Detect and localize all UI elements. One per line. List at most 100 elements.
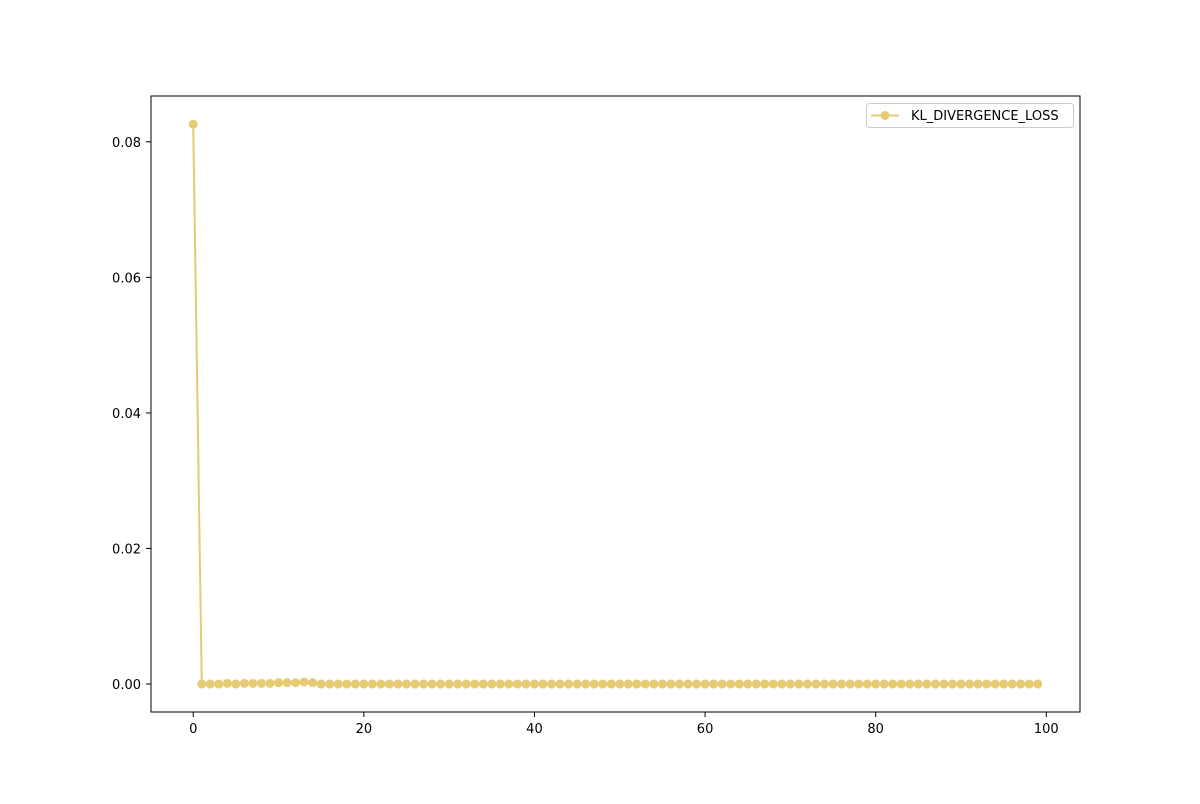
data-point: [547, 679, 557, 689]
data-point: [777, 679, 787, 689]
data-point: [436, 679, 446, 689]
data-point: [453, 679, 463, 689]
data-point: [743, 679, 753, 689]
data-point: [393, 679, 403, 689]
data-point: [837, 679, 847, 689]
data-point: [632, 679, 642, 689]
data-point: [316, 679, 326, 689]
data-point: [871, 679, 881, 689]
data-point: [512, 679, 522, 689]
data-point: [606, 679, 616, 689]
data-point: [802, 679, 812, 689]
data-point: [495, 679, 505, 689]
data-point: [239, 678, 249, 688]
data-point: [879, 679, 889, 689]
data-point: [905, 679, 915, 689]
data-point: [461, 679, 471, 689]
data-point: [333, 679, 343, 689]
x-tick-label: 20: [356, 722, 373, 737]
data-point: [342, 679, 352, 689]
data-point: [589, 679, 599, 689]
data-point: [367, 679, 377, 689]
data-point: [828, 679, 838, 689]
y-axis: 0.00 0.02 0.04 0.06 0.08: [112, 136, 151, 693]
data-point: [862, 679, 872, 689]
data-point: [214, 679, 224, 689]
data-point: [410, 679, 420, 689]
data-point: [999, 679, 1009, 689]
data-point: [845, 679, 855, 689]
data-point: [939, 679, 949, 689]
data-point: [947, 679, 957, 689]
legend-label: KL_DIVERGENCE_LOSS: [911, 109, 1059, 124]
data-point: [896, 679, 906, 689]
data-point: [529, 679, 539, 689]
y-tick-label: 0.08: [112, 136, 141, 151]
data-point: [930, 679, 940, 689]
data-point: [734, 679, 744, 689]
data-point: [564, 679, 574, 689]
legend-box: [866, 103, 1074, 128]
data-point: [274, 678, 284, 688]
data-point: [649, 679, 659, 689]
data-point: [768, 679, 778, 689]
data-point: [811, 679, 821, 689]
data-point: [640, 679, 650, 689]
data-point: [674, 679, 684, 689]
data-point: [683, 679, 693, 689]
data-point: [248, 678, 258, 688]
data-point: [427, 679, 437, 689]
data-point: [700, 679, 710, 689]
data-point: [913, 679, 923, 689]
data-point: [376, 679, 386, 689]
series-line: [192, 124, 1038, 686]
data-point: [785, 679, 795, 689]
x-axis: 0 20 40 60 80 100: [189, 712, 1059, 737]
data-point: [709, 679, 719, 689]
data-point: [291, 678, 301, 688]
data-point: [470, 679, 480, 689]
data-point: [973, 679, 983, 689]
x-tick-label: 100: [1034, 722, 1059, 737]
data-point: [308, 678, 318, 688]
plot-frame: [150, 95, 1081, 713]
data-point: [222, 678, 232, 688]
data-point: [794, 679, 804, 689]
data-point: [521, 679, 531, 689]
y-tick-label: 0.06: [112, 271, 141, 286]
data-point: [205, 679, 215, 689]
data-point: [538, 679, 548, 689]
x-tick-label: 60: [697, 722, 714, 737]
data-point: [359, 679, 369, 689]
data-point: [692, 679, 702, 689]
data-point: [572, 679, 582, 689]
data-point: [444, 679, 454, 689]
data-point: [990, 679, 1000, 689]
data-point: [717, 679, 727, 689]
data-point: [419, 679, 429, 689]
x-tick-label: 80: [867, 722, 884, 737]
data-point: [922, 679, 932, 689]
data-point: [555, 679, 565, 689]
data-point: [751, 679, 761, 689]
y-tick-label: 0.02: [112, 542, 141, 557]
x-tick-label: 40: [526, 722, 543, 737]
data-point: [504, 679, 514, 689]
data-point: [1007, 679, 1017, 689]
data-point: [231, 679, 241, 689]
data-point: [982, 679, 992, 689]
data-point: [197, 679, 207, 689]
x-tick-label: 0: [189, 722, 197, 737]
data-point: [657, 679, 667, 689]
data-point: [188, 119, 198, 129]
y-tick-label: 0.04: [112, 407, 141, 422]
data-point: [888, 679, 898, 689]
data-point: [1024, 679, 1034, 689]
data-point: [265, 678, 275, 688]
data-point: [581, 679, 591, 689]
data-point: [956, 679, 966, 689]
data-point: [384, 679, 394, 689]
data-point: [299, 677, 309, 687]
data-point: [615, 679, 625, 689]
